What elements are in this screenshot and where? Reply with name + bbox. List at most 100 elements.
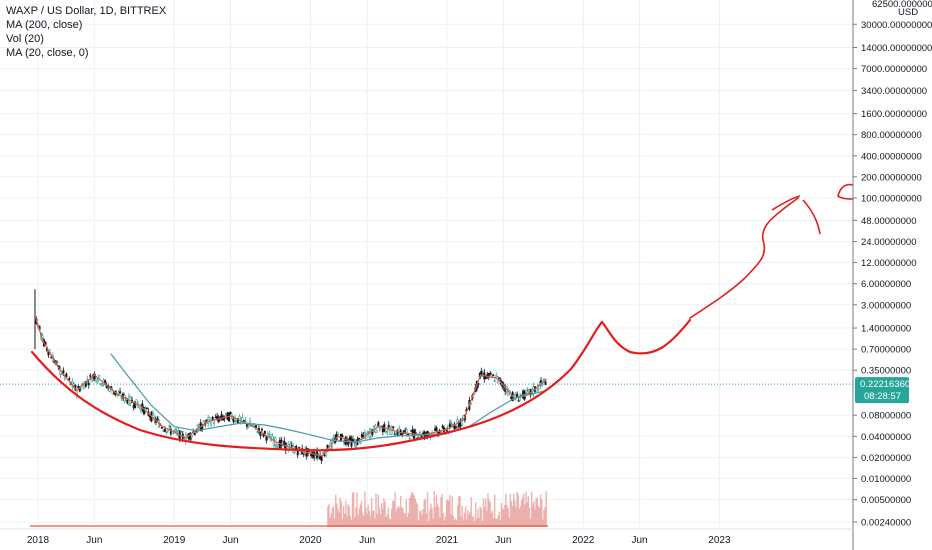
candle-body xyxy=(213,421,216,424)
volume-bar xyxy=(417,520,420,527)
candle-body xyxy=(260,428,263,431)
volume-bar xyxy=(485,498,487,527)
candle-body xyxy=(211,416,214,421)
volume-bar xyxy=(398,507,401,527)
currency-label: USD xyxy=(898,7,918,18)
volume-bar xyxy=(422,509,424,527)
volume-bar xyxy=(352,491,355,527)
x-tick-label: 2022 xyxy=(572,535,595,546)
candle-body xyxy=(277,444,280,449)
candle-body xyxy=(489,373,492,375)
y-tick-label: 1.40000000 xyxy=(861,324,911,335)
volume-bar xyxy=(397,506,400,527)
candle-body xyxy=(407,433,410,436)
candle-body xyxy=(126,400,129,404)
volume-bar xyxy=(462,519,465,527)
candle-body xyxy=(110,386,113,388)
candle-body xyxy=(265,436,268,441)
candle-body xyxy=(229,411,232,415)
volume-bar xyxy=(491,510,494,527)
candle-body xyxy=(238,415,241,423)
volume-bar xyxy=(505,493,507,527)
volume-bar xyxy=(477,508,479,527)
candle-body xyxy=(242,420,245,422)
candle-body xyxy=(207,417,210,424)
volume-bar xyxy=(401,507,403,527)
volume-bar xyxy=(494,494,496,527)
legend-volume[interactable]: Vol (20) xyxy=(6,33,44,45)
candle-body xyxy=(175,430,178,434)
candle-body xyxy=(205,419,208,421)
candle-body xyxy=(256,431,259,434)
volume-bar xyxy=(469,512,471,527)
candle-body xyxy=(95,378,98,382)
legend-ma20[interactable]: MA (20, close, 0) xyxy=(6,47,89,59)
volume-bar xyxy=(346,516,348,527)
candle-body xyxy=(201,426,204,430)
candle-body xyxy=(387,424,390,428)
volume-bar xyxy=(392,500,394,527)
volume-bar xyxy=(404,513,406,527)
volume-bar xyxy=(455,520,458,527)
volume-bar xyxy=(348,506,350,527)
volume-bar xyxy=(407,512,410,527)
volume-bar xyxy=(403,513,405,527)
volume-bar xyxy=(354,517,356,527)
volume-bar xyxy=(425,512,428,527)
legend-symbol[interactable]: WAXP / US Dollar, 1D, BITTREX xyxy=(6,5,167,17)
candle-body xyxy=(162,429,165,432)
y-tick-label: 400.00000000 xyxy=(861,151,922,162)
volume-bar xyxy=(420,510,422,527)
volume-bar xyxy=(387,507,390,527)
volume-bar xyxy=(543,509,545,527)
volume-bar xyxy=(480,508,482,527)
volume-bar xyxy=(359,504,362,527)
candle-body xyxy=(350,438,353,447)
volume-bar xyxy=(405,498,407,527)
y-tick-label: 0.35000000 xyxy=(861,366,911,377)
volume-bar xyxy=(524,504,526,527)
candle-body xyxy=(417,436,420,438)
volume-bar xyxy=(479,506,481,527)
candle-body xyxy=(440,431,443,433)
volume-bar xyxy=(534,509,536,527)
volume-bar xyxy=(440,497,442,527)
volume-bar xyxy=(529,518,532,527)
volume-bar xyxy=(488,499,490,527)
volume-bar xyxy=(419,511,421,527)
legend-ma200[interactable]: MA (200, close) xyxy=(6,19,83,31)
candle-body xyxy=(263,430,266,434)
volume-bar xyxy=(431,507,433,527)
volume-bar xyxy=(388,518,391,527)
candle-body xyxy=(405,428,408,435)
volume-bar xyxy=(536,497,538,527)
volume-bar xyxy=(538,507,541,527)
volume-bar xyxy=(328,504,330,527)
volume-bar xyxy=(541,499,543,527)
x-tick-label: Jun xyxy=(86,535,102,546)
y-tick-label: 0.70000000 xyxy=(861,345,911,356)
volume-bar xyxy=(385,516,387,527)
volume-bar xyxy=(497,515,499,527)
candle-body xyxy=(487,373,490,378)
volume-bar xyxy=(535,498,537,527)
candle-body xyxy=(56,361,59,364)
volume-bar xyxy=(511,506,514,527)
volume-bar xyxy=(504,504,506,527)
volume-bar xyxy=(371,510,374,527)
volume-bar xyxy=(336,503,338,527)
candle-body xyxy=(337,433,340,436)
volume-bar xyxy=(335,494,337,527)
volume-bar xyxy=(345,500,347,527)
volume-bar xyxy=(448,501,450,527)
volume-bar xyxy=(498,511,500,527)
y-tick-label: 200.00000000 xyxy=(861,172,922,183)
volume-bar xyxy=(492,518,495,527)
volume-bar xyxy=(374,518,376,527)
volume-bar xyxy=(393,501,395,527)
volume-bar xyxy=(474,502,477,527)
candle-body xyxy=(190,434,193,438)
last-price-tag xyxy=(855,377,909,404)
